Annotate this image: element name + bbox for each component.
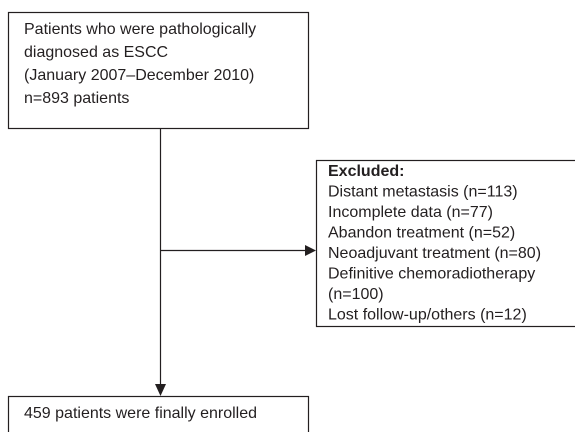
box-text: (January 2007–December 2010) [24,67,254,84]
box-text: Patients who were pathologically [24,21,256,38]
arrow-head [155,384,166,396]
arrow-head [305,245,316,256]
box-text: (n=100) [328,286,384,303]
box-title: Excluded: [328,163,404,180]
box-text: Lost follow-up/others (n=12) [328,307,527,324]
end-box [7,395,310,432]
box-text: Incomplete data (n=77) [328,204,493,221]
start-box [7,11,310,130]
box-text: Abandon treatment (n=52) [328,225,515,242]
box-text: Definitive chemoradiotherapy [328,266,535,283]
box-text: Neoadjuvant treatment (n=80) [328,245,541,262]
box-text: Distant metastasis (n=113) [328,184,518,201]
box-text: 459 patients were finally enrolled [24,405,257,422]
box-text: n=893 patients [24,90,129,107]
excluded-box [315,159,575,328]
box-text: diagnosed as ESCC [24,44,168,61]
